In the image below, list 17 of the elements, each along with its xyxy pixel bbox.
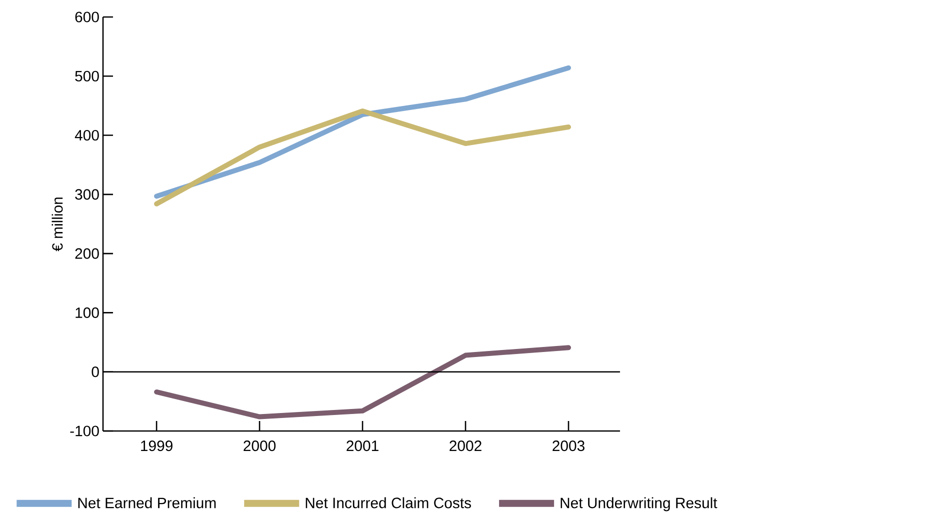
x-tick-label: 1999 — [141, 440, 172, 452]
y-axis-title: € million — [52, 198, 63, 252]
y-tick-label: 500 — [75, 70, 99, 82]
y-tick-label: 200 — [75, 248, 99, 259]
y-tick-label: 0 — [92, 366, 99, 378]
x-tick-label: 2002 — [450, 440, 482, 452]
x-tick-label: 2000 — [244, 440, 276, 452]
legend-label: Net Underwriting Result — [560, 497, 718, 512]
y-tick-label: 300 — [75, 189, 99, 200]
x-tick-label: 2003 — [552, 440, 584, 452]
y-tick-label: 100 — [76, 307, 99, 318]
x-tick-label: 2001 — [346, 440, 378, 452]
y-tick-label: -100 — [70, 426, 99, 436]
y-tick-label: 400 — [74, 130, 99, 141]
y-tick-label: 600 — [75, 12, 99, 22]
legend-label: Net Earned Premium — [78, 497, 216, 508]
legend-label: Net Incurred Claim Costs — [306, 497, 471, 508]
